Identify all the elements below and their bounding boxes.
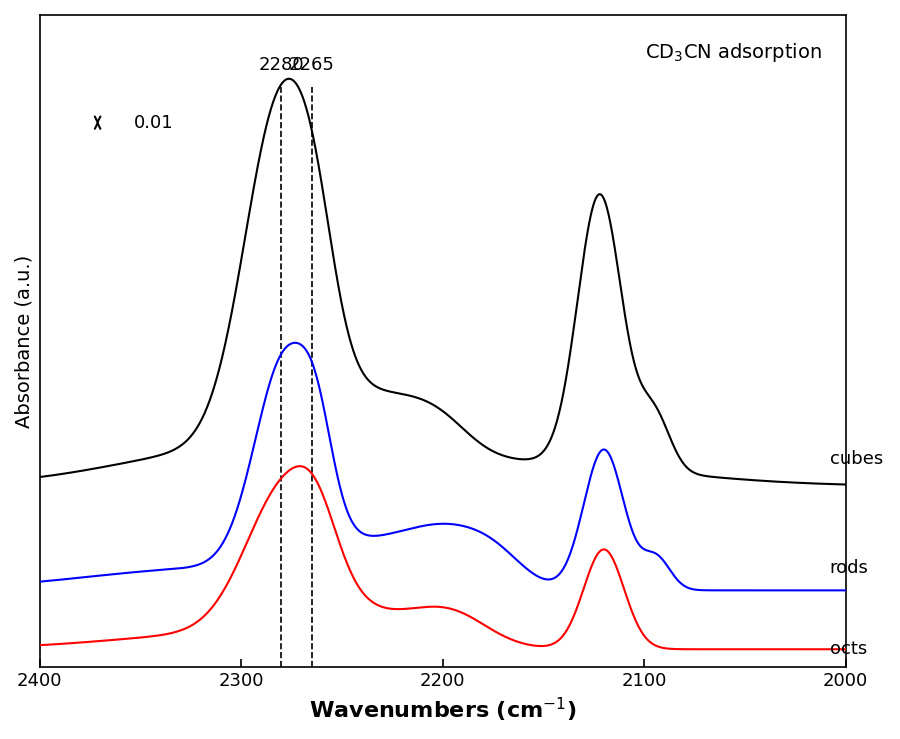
Text: octs: octs bbox=[830, 640, 867, 658]
Text: cubes: cubes bbox=[830, 450, 883, 468]
Text: CD$_3$CN adsorption: CD$_3$CN adsorption bbox=[644, 41, 822, 64]
Text: rods: rods bbox=[830, 559, 868, 576]
X-axis label: Wavenumbers (cm$^{-1}$): Wavenumbers (cm$^{-1}$) bbox=[309, 696, 576, 724]
Text: 0.01: 0.01 bbox=[134, 114, 174, 132]
Text: 2265: 2265 bbox=[289, 56, 335, 74]
Text: 2280: 2280 bbox=[258, 56, 304, 74]
Y-axis label: Absorbance (a.u.): Absorbance (a.u.) bbox=[15, 254, 34, 428]
